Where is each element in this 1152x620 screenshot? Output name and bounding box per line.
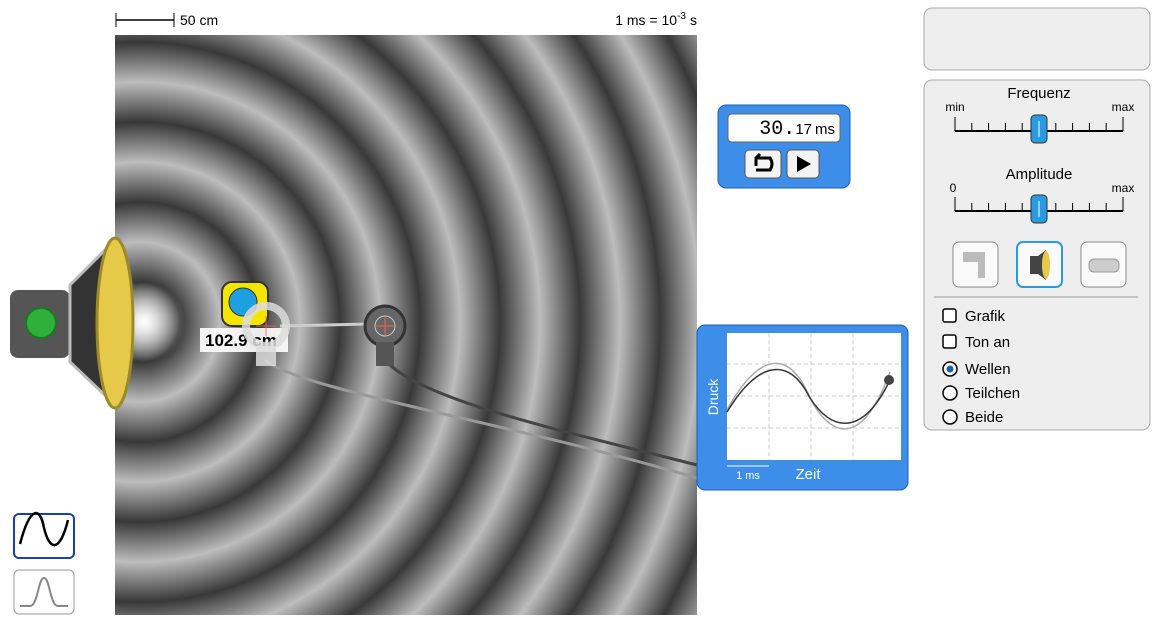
graph-y-label: Druck (705, 378, 721, 416)
graph-marker (884, 375, 894, 385)
timer-whole: 30. (759, 118, 795, 141)
speaker-icon-cone (1042, 251, 1050, 279)
play-icon (797, 156, 811, 172)
checkbox-label: Ton an (965, 334, 1010, 351)
reset-button[interactable] (744, 149, 782, 179)
probe-cable (264, 358, 698, 480)
time-scale: 1 ms = 10-3 s (615, 11, 697, 28)
timer-display (727, 113, 841, 143)
radio-label: Teilchen (965, 385, 1020, 402)
reset-icon (754, 152, 774, 172)
amplitude-min: 0 (950, 181, 957, 195)
radio-label: Wellen (965, 361, 1011, 378)
amplitude-label: Amplitude (1006, 166, 1073, 183)
checkbox[interactable] (942, 334, 957, 349)
wave-view-button[interactable] (13, 513, 75, 559)
probe-light[interactable] (242, 302, 290, 366)
speaker-cone (95, 236, 135, 410)
wave-view-icon (18, 511, 70, 547)
empty-panel (923, 7, 1151, 71)
radio-button[interactable] (942, 409, 958, 425)
frequency-slider[interactable] (954, 114, 1124, 144)
probe-dark[interactable] (363, 304, 407, 366)
checkbox[interactable] (942, 308, 957, 323)
pulse-view-icon (20, 576, 68, 607)
checkbox-label: Grafik (965, 308, 1006, 325)
radio-dot (946, 365, 954, 373)
probe-cable (383, 359, 698, 467)
graph-curve (726, 369, 891, 424)
source-faucet-button[interactable] (952, 241, 999, 288)
frequency-label: Frequenz (1007, 85, 1070, 102)
frequency-max: max (1112, 100, 1135, 114)
timer-unit: ms (815, 121, 835, 138)
options: Grafik Ton an Wellen Teilchen Beide (942, 308, 1020, 426)
timer-fraction: 17 (795, 121, 812, 138)
speaker-icon (1030, 250, 1046, 280)
speaker-button[interactable] (25, 307, 57, 339)
time-unit: s (690, 12, 697, 28)
time-base: 1 ms = 10 (615, 12, 677, 28)
frequency-min: min (945, 100, 964, 114)
time-exponent: -3 (677, 11, 686, 22)
amplitude-max: max (1112, 181, 1135, 195)
faucet-icon (963, 252, 985, 278)
radio-label: Beide (965, 409, 1003, 426)
tape-line (279, 322, 371, 328)
radio-button[interactable] (942, 385, 958, 401)
amplitude-slider[interactable] (954, 194, 1124, 224)
pulse-view-button[interactable] (13, 569, 75, 615)
length-scale: 50 cm (180, 12, 218, 28)
graph-x-label: Zeit (795, 466, 821, 483)
graph-grid (727, 333, 901, 460)
laser-icon (1088, 258, 1120, 273)
graph-scale: 1 ms (736, 470, 760, 482)
timer-value: 30.17 ms (759, 118, 835, 141)
